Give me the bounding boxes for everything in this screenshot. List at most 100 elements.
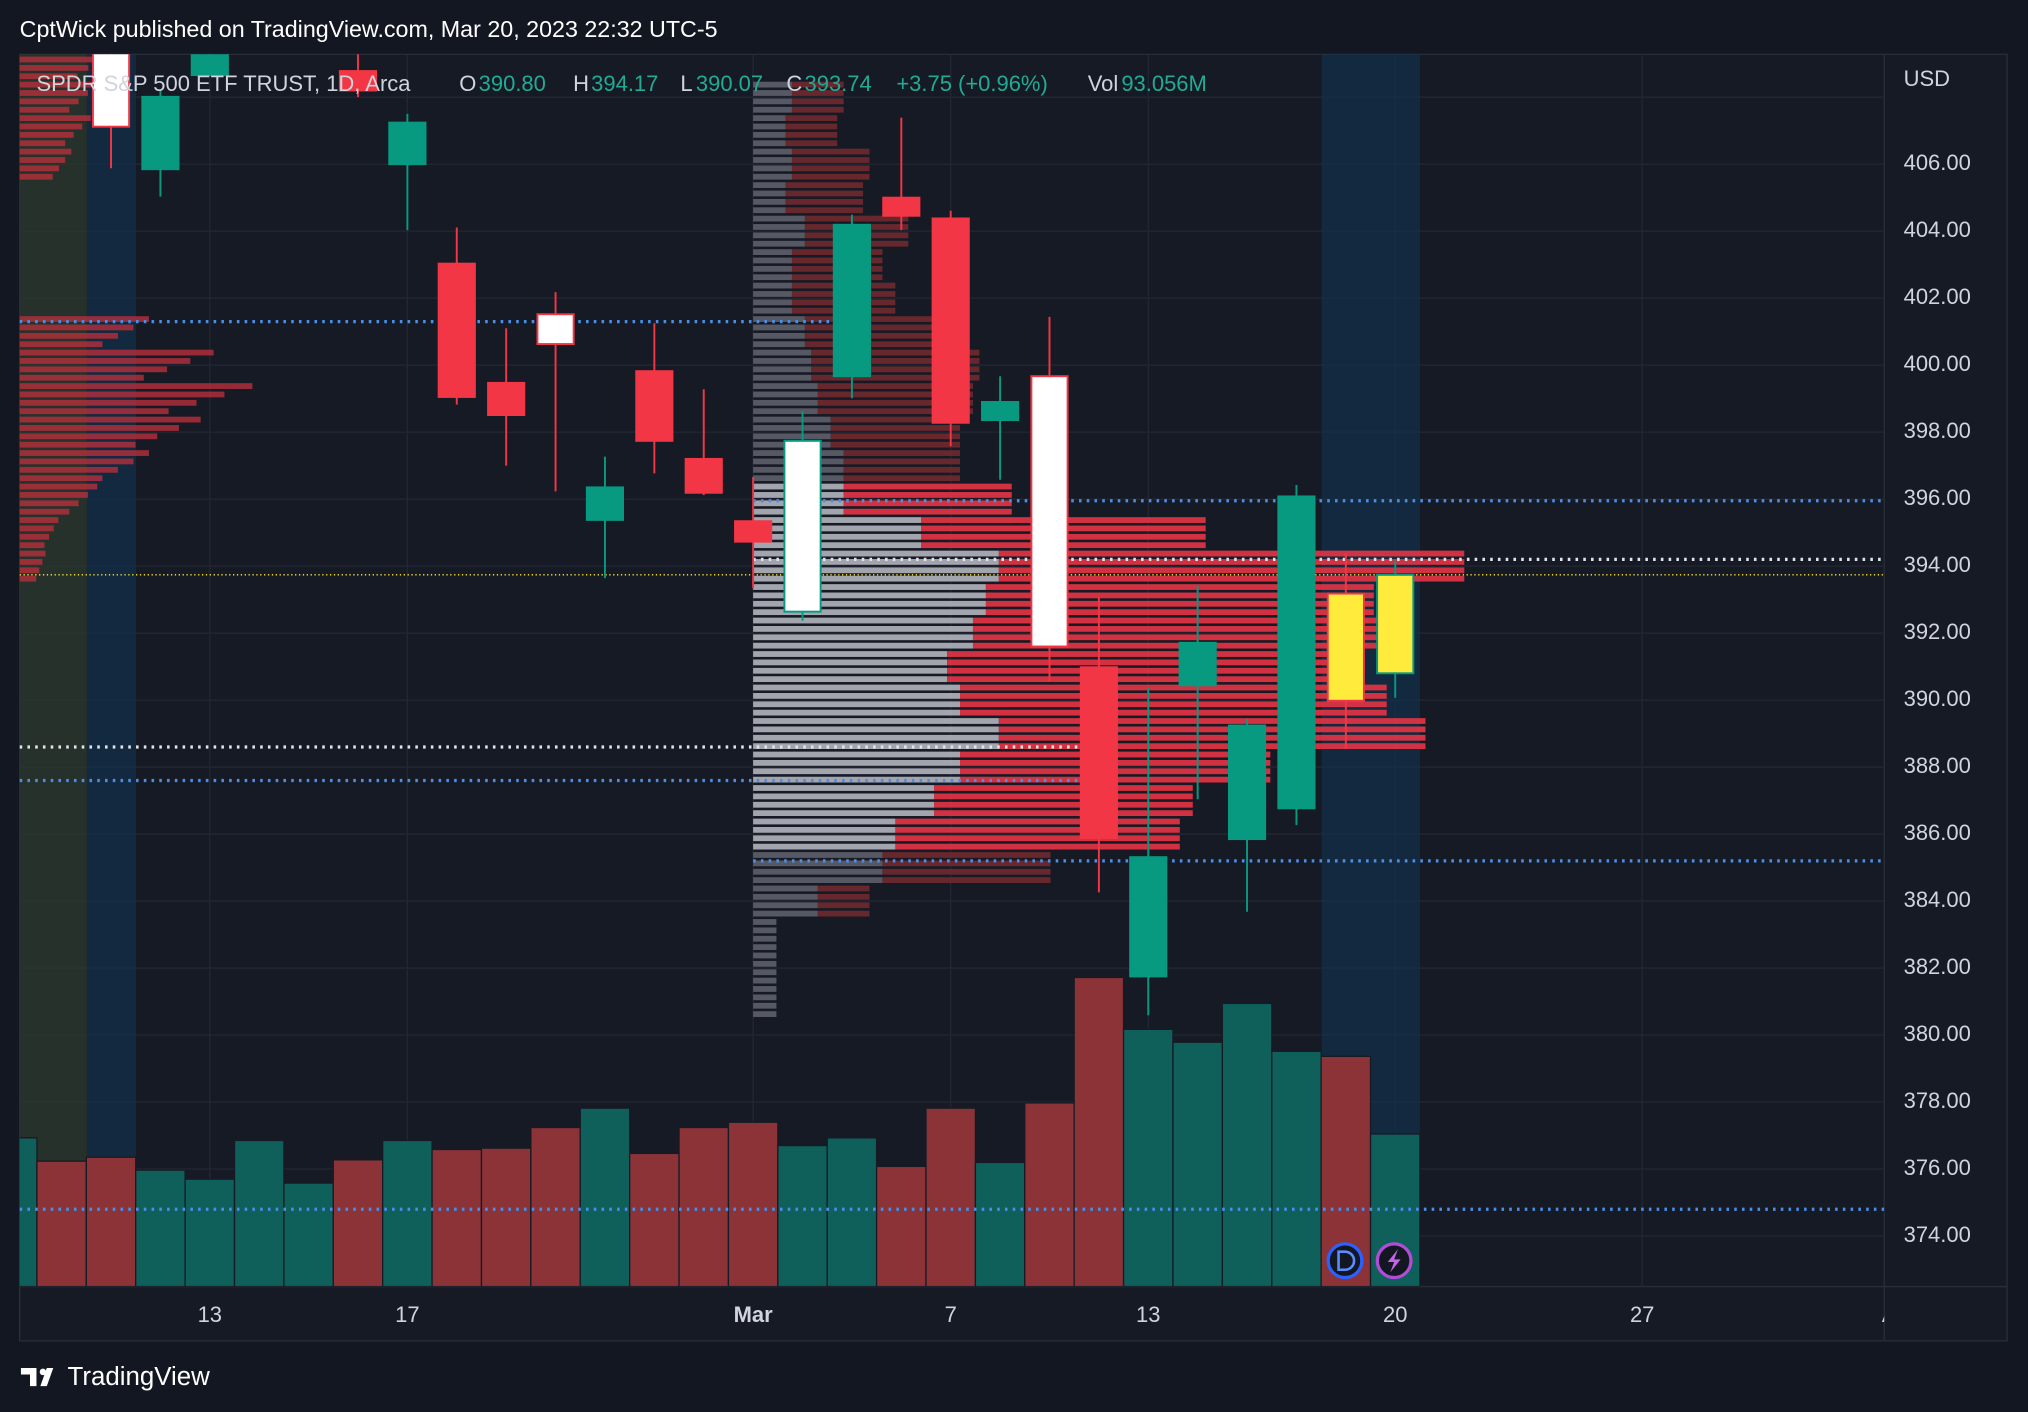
profile-up — [753, 341, 805, 348]
y-tick-label: 402.00 — [1904, 284, 1971, 309]
candle-body — [734, 520, 773, 543]
profile-down — [785, 123, 838, 130]
profile-down — [934, 801, 1193, 808]
profile-up — [753, 1011, 777, 1017]
left-profile-bar — [19, 492, 88, 498]
candle-body — [338, 70, 378, 92]
left-profile-bar — [19, 416, 201, 423]
profile-up — [753, 902, 818, 909]
profile-up — [753, 265, 792, 272]
profile-up — [753, 215, 805, 222]
profile-up — [753, 433, 831, 440]
profile-up — [753, 408, 818, 415]
profile-up — [753, 332, 805, 339]
dividend-icon[interactable] — [1326, 1242, 1364, 1280]
candle-body — [1079, 666, 1118, 840]
left-profile-bar — [19, 140, 66, 147]
profile-down — [998, 726, 1426, 733]
left-profile-bar — [19, 575, 37, 582]
profile-down — [843, 450, 961, 456]
legend: SPDR S&P 500 ETF TRUST, 1D, Arca O 390.8… — [36, 71, 1206, 96]
candle-body — [487, 381, 526, 417]
profile-up — [753, 793, 935, 800]
profile-down — [791, 157, 870, 163]
left-profile-bar — [19, 90, 88, 96]
left-profile-bar — [19, 106, 70, 113]
legend-key: O — [459, 71, 476, 96]
profile-down — [804, 332, 961, 339]
volume-bar — [727, 1121, 779, 1287]
candle-body — [437, 262, 476, 398]
left-profile-bar — [19, 466, 118, 473]
profile-up — [753, 751, 961, 758]
left-profile-bar — [19, 425, 179, 431]
profile-up — [753, 952, 777, 959]
profile-up — [753, 726, 999, 733]
candle-body — [1178, 641, 1217, 687]
profile-down — [843, 508, 1012, 515]
y-tick-label: 376.00 — [1904, 1155, 1971, 1180]
band — [19, 54, 87, 1287]
profile-up — [753, 550, 999, 557]
profile-down — [811, 358, 980, 364]
candle-body — [1227, 724, 1267, 841]
profile-down — [785, 207, 864, 214]
left-profile-bar — [19, 173, 53, 180]
profile-up — [753, 232, 805, 239]
y-tick-label: 382.00 — [1904, 954, 1971, 979]
left-profile-bar — [19, 324, 134, 331]
price-axis: 374.00 376.00 378.00 380.00 382.00 384.00 386.… — [1904, 150, 1971, 1247]
left-profile-bar — [19, 458, 134, 465]
candle-body — [1277, 495, 1316, 810]
left-profile-bar — [19, 399, 197, 406]
profile-up — [753, 852, 883, 858]
profile-up — [753, 759, 961, 766]
profile-up — [753, 843, 896, 850]
profile-up — [753, 399, 818, 406]
profile-down — [947, 667, 1348, 674]
publish-title: CptWick published on TradingView.com, Ma… — [20, 16, 718, 42]
profile-down — [830, 416, 961, 423]
profile-down — [843, 475, 961, 482]
profile-down — [785, 140, 838, 147]
x-tick-label: Mar — [734, 1302, 774, 1327]
candle-body — [388, 121, 427, 166]
volume-bar — [332, 1159, 384, 1287]
profile-down — [843, 458, 961, 465]
profile-down — [811, 374, 980, 381]
candle-body — [882, 196, 921, 217]
profile-down — [934, 793, 1193, 800]
left-profile-bar — [19, 500, 79, 507]
profile-down — [804, 316, 961, 322]
profile-down — [998, 550, 1465, 557]
volume-bar — [184, 1178, 236, 1287]
profile-up — [753, 818, 896, 825]
profile-down — [882, 860, 1051, 867]
profile-down — [882, 868, 1051, 875]
y-tick-label: 400.00 — [1904, 351, 1971, 376]
profile-down — [843, 466, 961, 473]
profile-down — [895, 843, 1180, 850]
left-profile-bar — [19, 131, 74, 138]
profile-up — [753, 651, 948, 657]
profile-down — [791, 98, 844, 105]
profile-up — [753, 148, 792, 155]
profile-up — [753, 358, 812, 364]
profile-up — [753, 785, 935, 791]
legend-key: C — [786, 71, 802, 96]
profile-up — [753, 935, 777, 942]
candle-body — [1326, 592, 1365, 702]
profile-up — [753, 919, 777, 925]
profile-up — [753, 157, 792, 163]
profile-up — [753, 969, 777, 976]
volume-bar — [974, 1161, 1026, 1287]
volume-bar — [678, 1126, 730, 1287]
profile-up — [753, 81, 792, 88]
profile-up — [753, 383, 818, 389]
volume-bar — [1073, 976, 1125, 1287]
left-profile-bar — [19, 374, 144, 381]
x-tick-label: 27 — [1630, 1302, 1654, 1327]
profile-down — [934, 785, 1193, 791]
profile-up — [753, 626, 973, 632]
volume-bar — [135, 1169, 186, 1287]
